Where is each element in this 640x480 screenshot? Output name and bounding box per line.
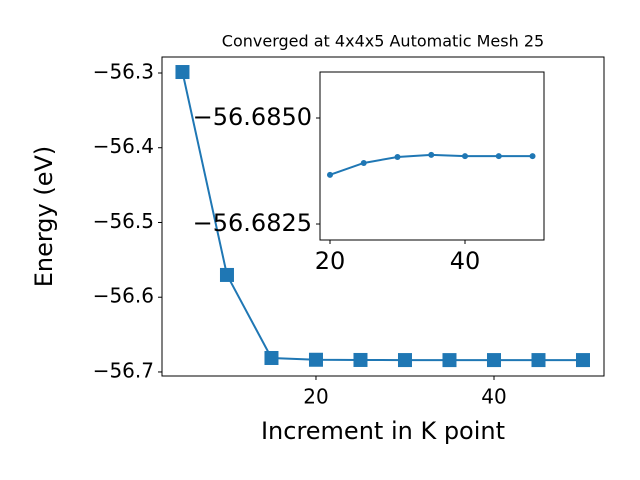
marker bbox=[308, 352, 323, 367]
marker bbox=[397, 353, 412, 368]
marker bbox=[175, 65, 190, 80]
marker bbox=[360, 159, 367, 166]
x-axis-label: Increment in K point bbox=[261, 417, 505, 445]
y-tick-label: −56.5 bbox=[93, 209, 154, 233]
x-tick-label: 40 bbox=[450, 247, 481, 275]
y-tick-label: −56.6850 bbox=[193, 103, 312, 131]
marker bbox=[531, 353, 546, 368]
y-tick-label: −56.7 bbox=[93, 358, 154, 382]
y-tick-label: −56.6 bbox=[93, 284, 154, 308]
marker bbox=[428, 151, 435, 158]
marker bbox=[394, 154, 401, 161]
marker bbox=[495, 153, 502, 160]
x-tick-label: 20 bbox=[303, 385, 328, 409]
marker bbox=[529, 153, 536, 160]
marker bbox=[264, 350, 279, 365]
x-tick-label: 40 bbox=[481, 385, 506, 409]
marker bbox=[353, 352, 368, 367]
marker bbox=[486, 353, 501, 368]
y-tick-label: −56.4 bbox=[93, 134, 154, 158]
y-tick-label: −56.3 bbox=[93, 59, 154, 83]
marker bbox=[219, 267, 234, 282]
chart-title: Converged at 4x4x5 Automatic Mesh 25 bbox=[222, 32, 544, 51]
y-tick-label: −56.6825 bbox=[193, 209, 312, 237]
marker bbox=[442, 353, 457, 368]
marker bbox=[462, 153, 469, 160]
x-tick-label: 20 bbox=[315, 247, 346, 275]
marker bbox=[326, 171, 333, 178]
marker bbox=[575, 353, 590, 368]
data-line bbox=[181, 71, 583, 362]
y-axis-label: Energy (eV) bbox=[30, 146, 58, 288]
